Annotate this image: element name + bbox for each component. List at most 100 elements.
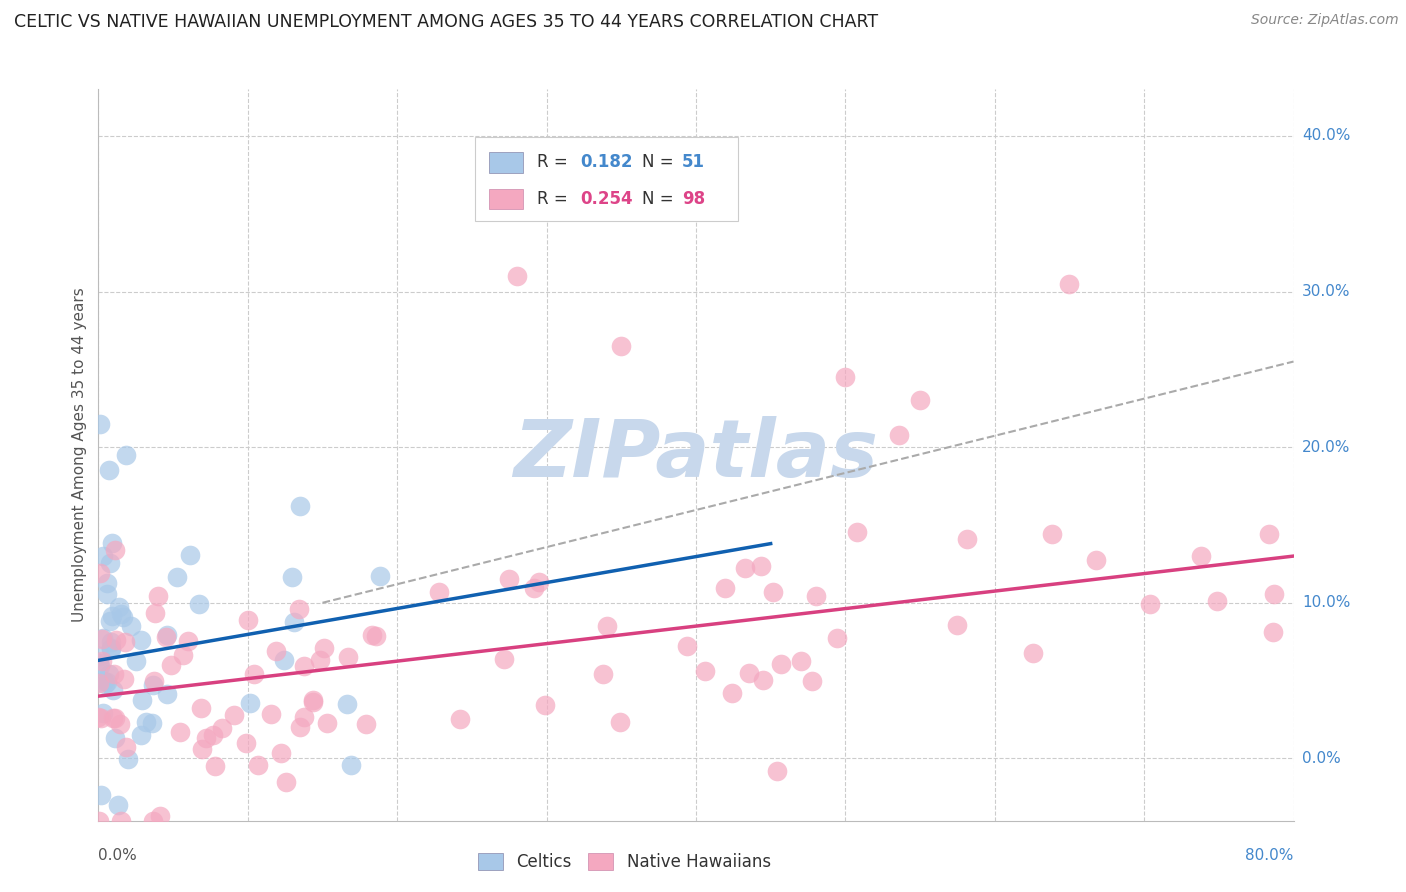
Point (766, 764, 789, 778)
Point (100, 642, 122, 657)
Point (370, 569, 392, 583)
Text: 51: 51 (682, 153, 704, 171)
Point (361, 628, 384, 642)
Point (114, 635, 136, 649)
Point (610, 339, 633, 353)
Point (89, 417, 111, 431)
Point (222, 707, 245, 722)
Text: 0.254: 0.254 (581, 190, 633, 208)
Point (204, 758, 226, 772)
Point (301, 693, 323, 707)
Point (156, 687, 179, 701)
Point (1263, 625, 1285, 640)
Point (714, 581, 737, 595)
Point (160, 658, 183, 673)
Point (270, 746, 292, 760)
Point (339, 758, 361, 772)
Point (87, 709, 110, 723)
Point (201, 728, 224, 742)
Text: 10.0%: 10.0% (1302, 595, 1350, 610)
Point (107, 599, 129, 614)
Point (834, 370, 856, 384)
Text: CELTIC VS NATIVE HAWAIIAN UNEMPLOYMENT AMONG AGES 35 TO 44 YEARS CORRELATION CHA: CELTIC VS NATIVE HAWAIIAN UNEMPLOYMENT A… (14, 13, 879, 31)
Point (260, 707, 283, 722)
Point (104, 711, 127, 725)
Point (1084, 553, 1107, 567)
Point (498, 572, 520, 586)
Point (762, 585, 785, 599)
Point (749, 558, 772, 573)
Point (104, 731, 127, 746)
Point (721, 686, 744, 700)
Point (595, 619, 617, 633)
Point (135, 715, 157, 730)
Point (592, 666, 614, 681)
Point (104, 543, 127, 558)
Point (288, 720, 311, 734)
Point (103, 666, 125, 681)
Point (534, 698, 557, 712)
Text: 0.182: 0.182 (581, 153, 633, 171)
Point (889, 428, 911, 442)
Point (191, 742, 214, 756)
Point (100, 635, 122, 649)
Point (1022, 646, 1045, 660)
Text: R =: R = (537, 190, 574, 208)
Point (790, 654, 813, 668)
Point (141, 678, 163, 692)
Point (169, 725, 191, 739)
Point (96, 675, 118, 690)
Point (156, 628, 179, 642)
Point (695, 665, 717, 679)
Point (89, 648, 111, 663)
Point (247, 757, 270, 772)
Point (114, 448, 136, 462)
Legend: Celtics, Native Hawaiians: Celtics, Native Hawaiians (471, 847, 778, 878)
Point (236, 614, 259, 628)
Text: 20.0%: 20.0% (1302, 440, 1350, 455)
Point (908, 393, 931, 408)
Point (172, 648, 194, 662)
Point (316, 715, 339, 730)
Point (141, 715, 163, 730)
Point (825, 631, 848, 645)
Point (98, 667, 121, 681)
Point (143, 606, 166, 620)
FancyBboxPatch shape (489, 189, 523, 209)
Point (676, 639, 699, 653)
Point (336, 650, 359, 665)
Point (100, 609, 122, 624)
Point (281, 570, 304, 584)
Point (336, 697, 359, 711)
Text: 30.0%: 30.0% (1302, 284, 1350, 299)
Point (98, 614, 121, 628)
Text: 0.0%: 0.0% (98, 848, 138, 863)
Point (266, 644, 288, 658)
Point (523, 581, 546, 595)
Point (770, 657, 793, 672)
Text: N =: N = (643, 190, 679, 208)
Point (100, 640, 122, 655)
Point (274, 775, 297, 789)
Point (91, 632, 114, 646)
Point (1040, 527, 1063, 541)
Point (211, 721, 233, 735)
Point (288, 602, 311, 616)
Point (290, 499, 312, 513)
Y-axis label: Unemployment Among Ages 35 to 44 years: Unemployment Among Ages 35 to 44 years (72, 287, 87, 623)
Point (956, 532, 979, 546)
Point (142, 814, 165, 828)
Point (243, 667, 266, 681)
Point (806, 589, 828, 603)
Point (91, 549, 114, 563)
Point (449, 712, 471, 726)
Point (117, 752, 139, 766)
Point (752, 673, 775, 687)
Text: 0.0%: 0.0% (1302, 751, 1340, 766)
Point (110, 607, 132, 621)
Point (194, 731, 217, 745)
Point (149, 809, 172, 823)
Point (129, 633, 152, 648)
Point (366, 628, 388, 642)
Point (101, 682, 124, 697)
